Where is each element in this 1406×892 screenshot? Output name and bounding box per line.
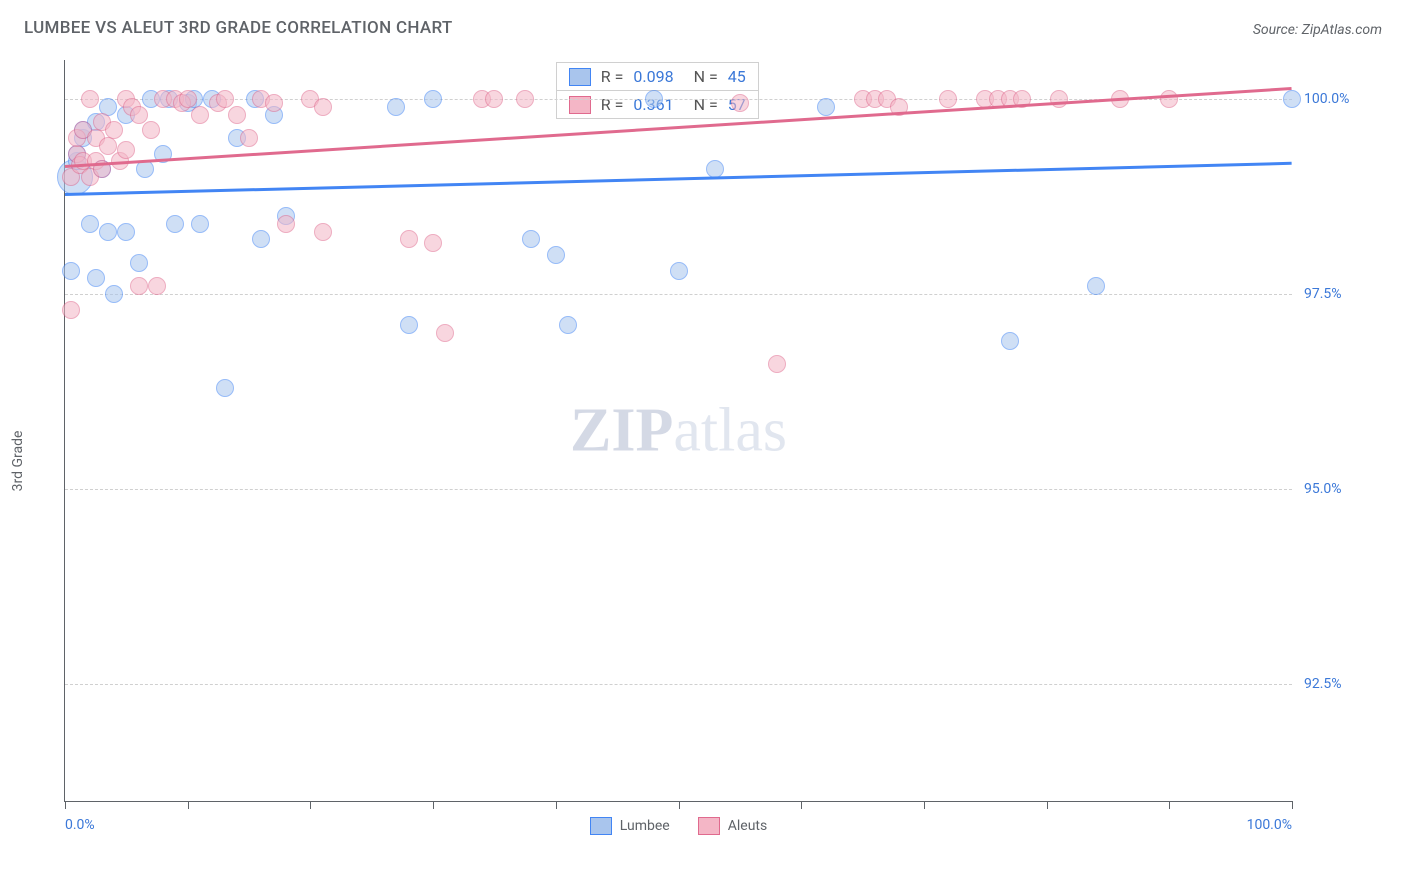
x-tick [1169,801,1170,809]
legend: Lumbee Aleuts [65,817,1292,835]
point-aleuts [130,106,148,124]
point-lumbee [559,316,577,334]
point-lumbee [87,269,105,287]
legend-swatch-aleuts [698,817,720,835]
point-aleuts [99,137,117,155]
point-lumbee [166,215,184,233]
point-aleuts [216,90,234,108]
plot-area: ZIPatlas R = 0.098N = 45R = 0.361N = 57 … [64,60,1292,802]
point-aleuts [191,106,209,124]
stat-n-value: 45 [728,67,746,86]
x-tick [1292,801,1293,809]
x-tick [924,801,925,809]
x-tick [188,801,189,809]
legend-label: Aleuts [728,818,767,834]
point-aleuts [516,90,534,108]
point-lumbee [62,262,80,280]
point-lumbee [191,215,209,233]
point-lumbee [522,230,540,248]
legend-item-lumbee: Lumbee [590,817,670,835]
point-lumbee [216,379,234,397]
point-aleuts [62,301,80,319]
point-lumbee [136,160,154,178]
x-tick [679,801,680,809]
point-lumbee [117,223,135,241]
point-aleuts [1050,90,1068,108]
stat-n-label: N = [694,67,718,86]
x-tick-label: 100.0% [1247,817,1292,833]
point-aleuts [436,324,454,342]
point-lumbee [105,285,123,303]
y-tick-label: 95.0% [1304,481,1342,497]
trendline-lumbee [65,161,1292,195]
point-aleuts [731,94,749,112]
stat-r-value: 0.098 [633,67,673,86]
point-lumbee [252,230,270,248]
point-aleuts [142,121,160,139]
point-aleuts [1160,90,1178,108]
point-lumbee [645,90,663,108]
legend-item-aleuts: Aleuts [698,817,767,835]
swatch-lumbee [569,68,591,86]
point-lumbee [99,223,117,241]
x-tick [1047,801,1048,809]
point-lumbee [817,98,835,116]
point-aleuts [485,90,503,108]
x-tick [65,801,66,809]
point-lumbee [670,262,688,280]
x-tick [801,801,802,809]
chart-title: LUMBEE VS ALEUT 3RD GRADE CORRELATION CH… [24,18,453,38]
point-lumbee [1001,332,1019,350]
y-tick-label: 92.5% [1304,676,1342,692]
point-aleuts [400,230,418,248]
gridline-h [65,294,1292,295]
point-aleuts [148,277,166,295]
point-aleuts [424,234,442,252]
y-axis-label: 3rd Grade [10,431,26,492]
point-aleuts [314,223,332,241]
point-aleuts [768,355,786,373]
point-lumbee [547,246,565,264]
watermark: ZIPatlas [570,395,787,466]
point-aleuts [117,141,135,159]
point-lumbee [424,90,442,108]
point-aleuts [81,90,99,108]
point-aleuts [939,90,957,108]
point-aleuts [240,129,258,147]
point-lumbee [130,254,148,272]
chart-container: 3rd Grade ZIPatlas R = 0.098N = 45R = 0.… [24,50,1382,872]
source-label: Source: ZipAtlas.com [1253,22,1382,38]
point-aleuts [105,121,123,139]
point-aleuts [179,90,197,108]
point-lumbee [1087,277,1105,295]
point-lumbee [81,215,99,233]
point-aleuts [265,94,283,112]
legend-swatch-lumbee [590,817,612,835]
x-tick-label: 0.0% [65,817,95,833]
point-lumbee [400,316,418,334]
y-tick-label: 100.0% [1304,91,1349,107]
x-tick [433,801,434,809]
legend-label: Lumbee [620,818,670,834]
point-aleuts [228,106,246,124]
stat-r-label: R = [601,67,624,86]
point-aleuts [130,277,148,295]
x-tick [556,801,557,809]
y-tick-label: 97.5% [1304,286,1342,302]
gridline-h [65,489,1292,490]
x-tick [310,801,311,809]
stat-r-label: R = [601,95,624,114]
point-lumbee [387,98,405,116]
point-aleuts [277,215,295,233]
point-aleuts [314,98,332,116]
stats-row-lumbee: R = 0.098 N = 45 [557,63,758,90]
point-lumbee [1283,90,1301,108]
stat-n-label: N = [694,95,718,114]
gridline-h [65,684,1292,685]
